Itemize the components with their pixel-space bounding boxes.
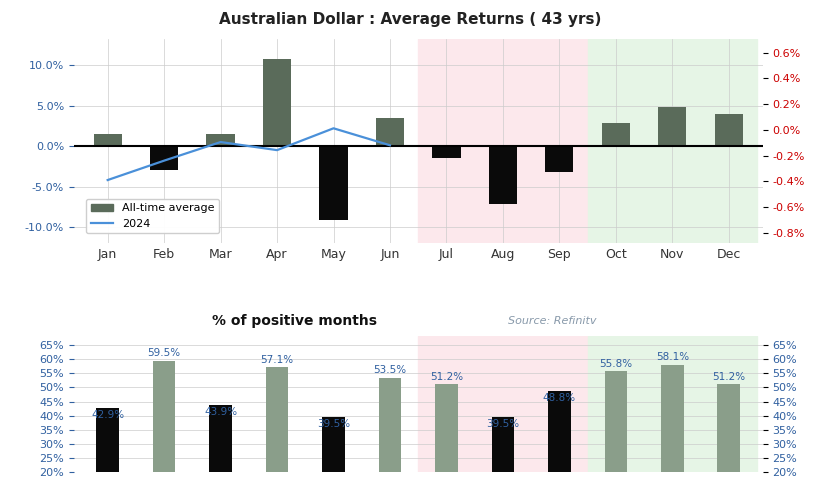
Text: Australian Dollar : Average Returns ( 43 yrs): Australian Dollar : Average Returns ( 43… xyxy=(219,12,600,27)
Bar xyxy=(435,384,457,472)
Title: % of positive months: % of positive months xyxy=(211,314,376,328)
Bar xyxy=(209,405,232,472)
Bar xyxy=(206,134,234,146)
Bar xyxy=(378,377,400,472)
Text: 42.9%: 42.9% xyxy=(91,410,124,420)
Text: 43.9%: 43.9% xyxy=(204,407,237,417)
Bar xyxy=(319,146,347,220)
Text: 53.5%: 53.5% xyxy=(373,365,406,375)
Text: 59.5%: 59.5% xyxy=(147,348,180,358)
Text: 51.2%: 51.2% xyxy=(711,372,744,382)
Bar xyxy=(263,59,291,146)
Bar xyxy=(587,337,756,472)
Bar xyxy=(150,146,178,170)
Bar xyxy=(604,371,627,472)
Bar xyxy=(488,146,516,204)
Text: 58.1%: 58.1% xyxy=(655,352,688,362)
Bar xyxy=(658,107,686,146)
Bar xyxy=(713,114,742,146)
Bar xyxy=(375,118,404,146)
Bar xyxy=(97,407,119,472)
Bar xyxy=(587,39,756,243)
Bar xyxy=(601,123,629,146)
Bar xyxy=(432,146,460,158)
Bar xyxy=(491,417,514,472)
Bar xyxy=(418,337,587,472)
Text: 39.5%: 39.5% xyxy=(317,419,350,430)
Bar xyxy=(322,417,344,472)
Bar xyxy=(547,391,570,472)
Text: 48.8%: 48.8% xyxy=(542,393,575,403)
Text: 57.1%: 57.1% xyxy=(260,355,293,365)
Legend: All-time average, 2024: All-time average, 2024 xyxy=(86,199,219,234)
Text: 55.8%: 55.8% xyxy=(599,359,631,369)
Bar xyxy=(660,365,683,472)
Bar xyxy=(545,146,572,172)
Text: 39.5%: 39.5% xyxy=(486,419,518,430)
Bar xyxy=(152,361,175,472)
Bar xyxy=(93,134,122,146)
Text: 51.2%: 51.2% xyxy=(429,372,463,382)
Text: Source: Refinitv: Source: Refinitv xyxy=(507,316,595,326)
Bar xyxy=(418,39,587,243)
Bar xyxy=(265,368,288,472)
Bar xyxy=(717,384,739,472)
